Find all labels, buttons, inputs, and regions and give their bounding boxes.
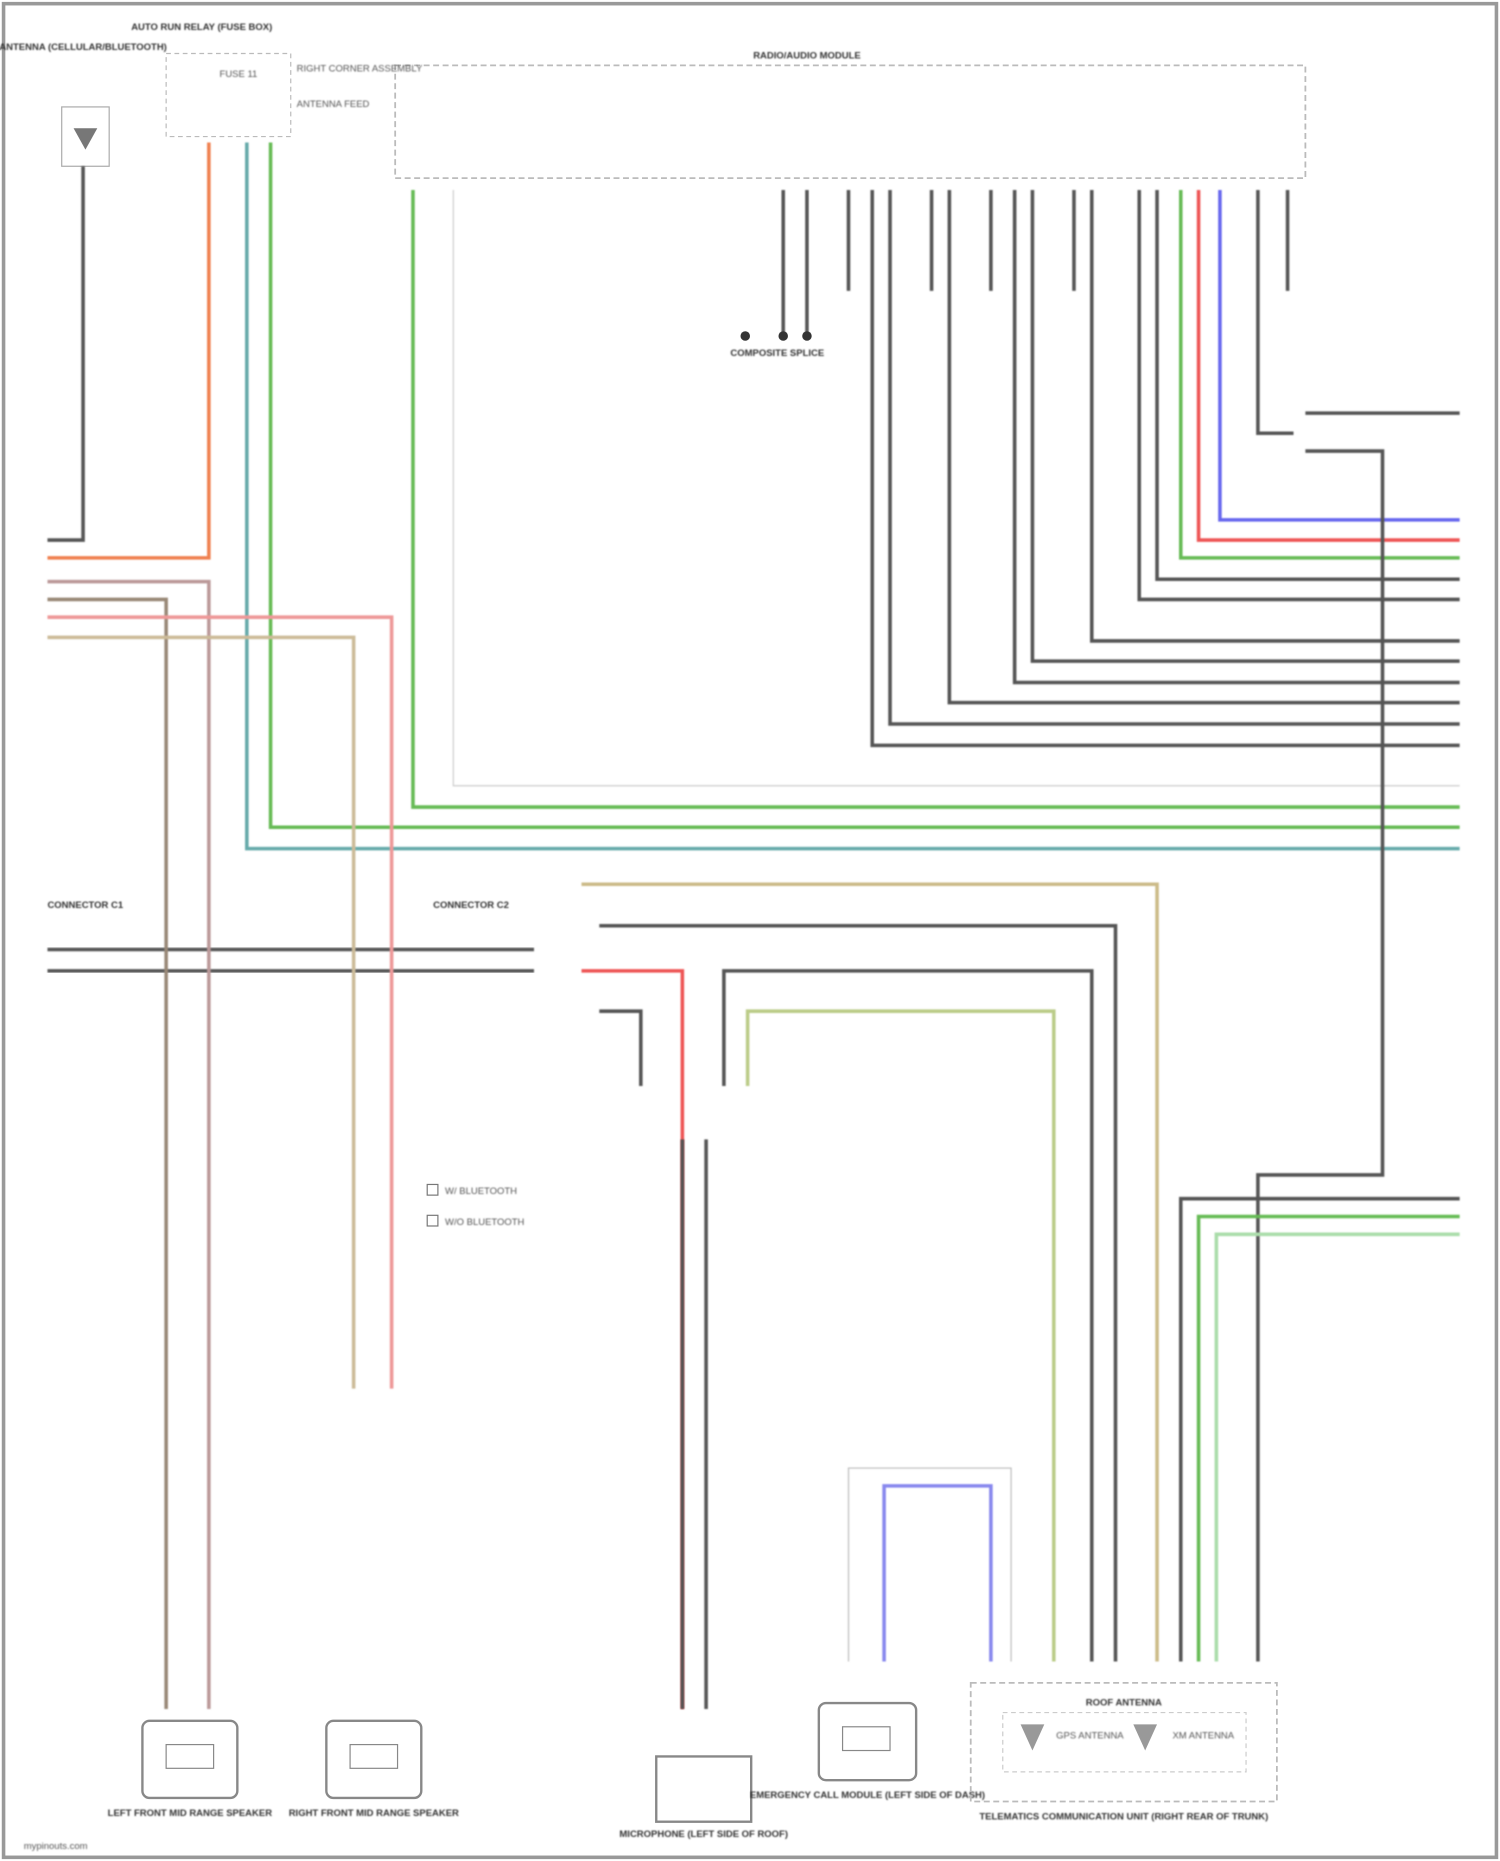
svg-text:LEFT FRONT MID RANGE SPEAKER: LEFT FRONT MID RANGE SPEAKER <box>108 1808 273 1819</box>
footer-watermark: mypinouts.com <box>24 1841 88 1852</box>
left-front-speaker: LEFT FRONT MID RANGE SPEAKER <box>108 1719 273 1819</box>
svg-text:EMERGENCY CALL MODULE (LEFT SI: EMERGENCY CALL MODULE (LEFT SIDE OF DASH… <box>750 1790 985 1801</box>
mid-connector-label: CONNECTOR C2 <box>433 900 509 911</box>
speaker-wires <box>47 579 394 1709</box>
antenna-icon <box>73 128 98 150</box>
microphone: MICROPHONE (LEFT SIDE OF ROOF) <box>619 1755 788 1840</box>
gps-antenna-icon <box>1020 1724 1045 1751</box>
radio-module-box <box>394 64 1307 180</box>
radio-module-title: RADIO/AUDIO MODULE <box>753 50 861 61</box>
svg-text:ANTENNA FEED: ANTENNA FEED <box>297 99 370 110</box>
svg-text:RIGHT CORNER ASSEMBLY: RIGHT CORNER ASSEMBLY <box>297 63 423 74</box>
composite-splice-label: COMPOSITE SPLICE <box>730 348 824 359</box>
svg-text:MICROPHONE (LEFT SIDE OF ROOF): MICROPHONE (LEFT SIDE OF ROOF) <box>619 1829 788 1840</box>
svg-text:AUTO RUN RELAY (FUSE BOX): AUTO RUN RELAY (FUSE BOX) <box>131 22 272 33</box>
svg-text:RIGHT FRONT MID RANGE SPEAKER: RIGHT FRONT MID RANGE SPEAKER <box>289 1808 459 1819</box>
emergency-call-module: EMERGENCY CALL MODULE (LEFT SIDE OF DASH… <box>750 1701 985 1801</box>
svg-text:TELEMATICS COMMUNICATION UNIT: TELEMATICS COMMUNICATION UNIT (RIGHT REA… <box>979 1811 1268 1822</box>
upper-wires <box>47 142 1460 1662</box>
left-connector-c1: CONNECTOR C1 <box>47 900 535 973</box>
left-antenna: ANTENNA (CELLULAR/BLUETOOTH) <box>0 42 167 167</box>
svg-text:XM ANTENNA: XM ANTENNA <box>1172 1731 1234 1742</box>
svg-text:W/ BLUETOOTH: W/ BLUETOOTH <box>445 1186 517 1197</box>
svg-text:ANTENNA (CELLULAR/BLUETOOTH): ANTENNA (CELLULAR/BLUETOOTH) <box>0 42 167 53</box>
svg-text:GPS ANTENNA: GPS ANTENNA <box>1056 1731 1124 1742</box>
legend: W/ BLUETOOTH W/O BLUETOOTH <box>426 1183 525 1228</box>
relay-box: AUTO RUN RELAY (FUSE BOX) FUSE 11 RIGHT … <box>131 22 423 138</box>
right-front-speaker: RIGHT FRONT MID RANGE SPEAKER <box>289 1719 459 1819</box>
xm-antenna-icon <box>1133 1724 1158 1751</box>
middle-wires <box>581 882 1460 1709</box>
svg-text:CONNECTOR C1: CONNECTOR C1 <box>47 900 123 911</box>
telematics-unit: ROOF ANTENNA GPS ANTENNA XM ANTENNA TELE… <box>969 1681 1278 1822</box>
svg-text:ROOF ANTENNA: ROOF ANTENNA <box>1086 1697 1162 1708</box>
svg-text:W/O BLUETOOTH: W/O BLUETOOTH <box>445 1217 525 1228</box>
svg-text:FUSE 11: FUSE 11 <box>220 69 258 80</box>
